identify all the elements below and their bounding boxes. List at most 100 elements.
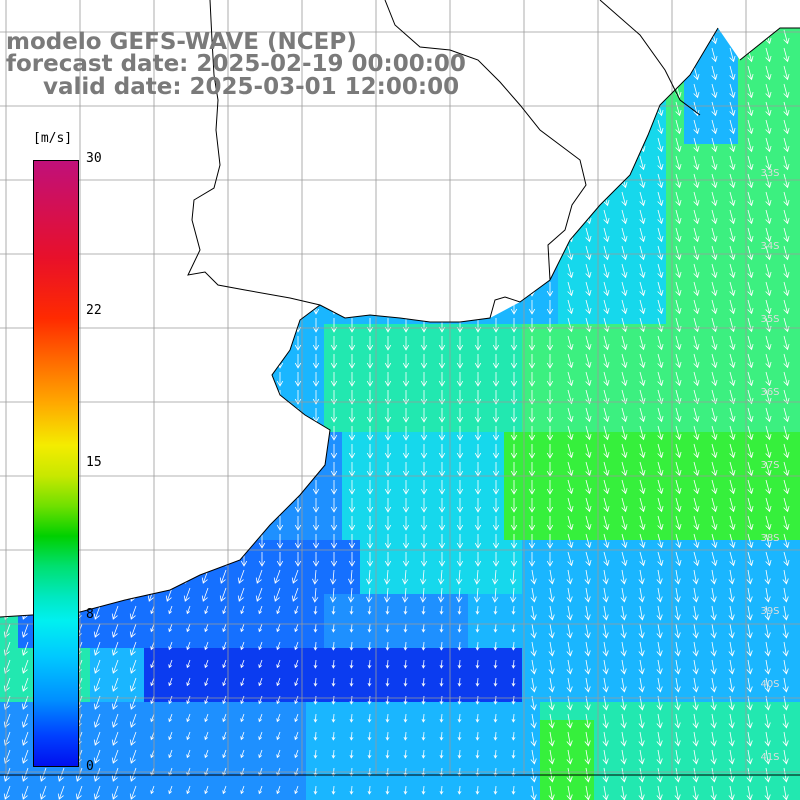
wind-arrow xyxy=(240,749,245,759)
field-cell xyxy=(792,648,800,666)
field-cell xyxy=(594,396,612,414)
wind-arrow xyxy=(129,623,137,638)
field-cell xyxy=(378,594,396,612)
field-cell xyxy=(504,594,522,612)
wind-arrow xyxy=(620,713,627,729)
wind-arrow xyxy=(657,299,664,315)
field-cell xyxy=(576,612,594,630)
field-cell xyxy=(432,774,450,792)
field-cell xyxy=(612,342,630,360)
wind-arrow xyxy=(585,497,592,513)
field-cell xyxy=(774,72,792,90)
field-cell xyxy=(648,540,666,558)
wind-arrow xyxy=(639,515,646,531)
field-cell xyxy=(468,324,486,342)
wind-arrow xyxy=(783,425,790,441)
wind-arrow xyxy=(764,623,771,639)
field-cell xyxy=(774,360,792,378)
field-cell xyxy=(486,486,504,504)
field-cell xyxy=(702,54,720,72)
field-cell xyxy=(270,522,288,540)
wind-arrow xyxy=(204,695,209,705)
field-cell xyxy=(792,432,800,450)
wind-arrow xyxy=(493,785,498,795)
wind-arrow xyxy=(782,569,789,585)
field-cell xyxy=(558,522,576,540)
field-cell xyxy=(450,594,468,612)
wind-arrow xyxy=(638,569,645,585)
wind-arrow xyxy=(548,713,555,729)
field-cell xyxy=(540,468,558,486)
wind-arrow xyxy=(237,569,245,584)
wind-arrow xyxy=(111,749,119,764)
wind-arrow xyxy=(638,731,645,747)
field-cell xyxy=(504,576,522,594)
field-cell xyxy=(414,504,432,522)
field-cell xyxy=(684,90,702,108)
wind-arrow xyxy=(403,659,408,669)
wind-arrow xyxy=(639,335,646,351)
field-cell xyxy=(522,324,540,342)
wind-arrow xyxy=(783,335,790,351)
field-cell xyxy=(378,702,396,720)
wind-arrow xyxy=(765,533,772,549)
field-cell xyxy=(450,756,468,774)
wind-arrow xyxy=(675,335,682,351)
wind-arrow xyxy=(674,641,681,657)
field-cell xyxy=(594,234,612,252)
wind-arrow xyxy=(639,551,646,567)
wind-arrow xyxy=(331,749,336,759)
wind-arrow xyxy=(765,263,772,279)
field-cell xyxy=(558,702,576,720)
field-cell xyxy=(252,666,270,684)
field-cell xyxy=(648,684,666,702)
wind-arrow xyxy=(584,641,591,657)
wind-arrow xyxy=(765,137,772,153)
field-cell xyxy=(378,522,396,540)
wind-arrow xyxy=(567,425,574,441)
field-cell xyxy=(792,270,800,288)
wind-arrow xyxy=(639,245,646,261)
field-cell xyxy=(666,324,684,342)
field-cell xyxy=(720,90,738,108)
field-cell xyxy=(522,378,540,396)
wind-arrow xyxy=(438,480,446,495)
wind-arrow xyxy=(711,173,718,189)
wind-arrow xyxy=(729,83,736,99)
wind-arrow xyxy=(240,785,245,795)
field-cell xyxy=(432,450,450,468)
wind-arrow xyxy=(693,83,700,99)
wind-arrow xyxy=(312,552,320,567)
wind-arrow xyxy=(255,587,263,602)
wind-arrow xyxy=(692,731,699,747)
wind-arrow xyxy=(728,569,735,585)
field-cell xyxy=(396,594,414,612)
wind-arrow xyxy=(402,552,410,567)
wind-arrow xyxy=(349,641,354,651)
field-cell xyxy=(630,306,648,324)
field-cell xyxy=(540,396,558,414)
wind-arrow xyxy=(657,209,664,225)
field-cell xyxy=(666,234,684,252)
field-cell xyxy=(792,774,800,792)
field-cell xyxy=(558,774,576,792)
wind-arrow xyxy=(528,444,536,459)
wind-arrow xyxy=(330,587,337,603)
wind-arrow xyxy=(729,461,736,477)
wind-arrow xyxy=(729,227,736,243)
wind-arrow xyxy=(657,515,664,531)
wind-arrow xyxy=(313,695,318,705)
field-cell xyxy=(450,504,468,522)
field-cell xyxy=(594,468,612,486)
wind-arrow xyxy=(656,731,663,747)
field-cell xyxy=(558,738,576,756)
field-cell xyxy=(450,576,468,594)
wind-arrow xyxy=(657,389,664,405)
field-cell xyxy=(324,540,342,558)
wind-arrow xyxy=(711,353,718,369)
wind-arrow xyxy=(129,677,137,692)
wind-arrow xyxy=(675,119,682,135)
wind-arrow xyxy=(438,569,445,585)
field-cell xyxy=(522,360,540,378)
wind-arrow xyxy=(711,227,718,243)
